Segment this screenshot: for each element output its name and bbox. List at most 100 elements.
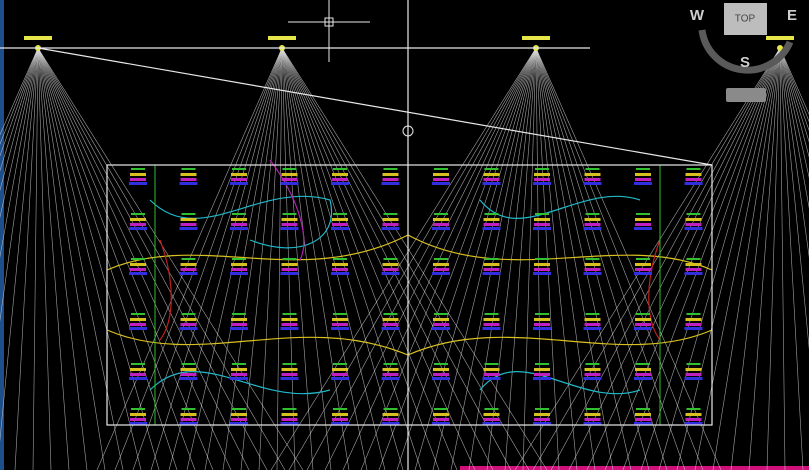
ray — [779, 47, 804, 470]
label-magenta — [534, 373, 550, 376]
ray — [0, 47, 39, 192]
ray — [0, 47, 39, 136]
label-yellow — [130, 318, 146, 321]
label-magenta — [180, 373, 197, 376]
label-blue — [634, 422, 652, 425]
label-green — [636, 363, 650, 365]
label-yellow — [231, 413, 247, 416]
contour — [479, 371, 641, 395]
label-yellow — [130, 413, 146, 416]
label-magenta — [180, 323, 197, 326]
contour — [159, 239, 172, 341]
label-magenta — [483, 178, 500, 181]
label-green — [434, 313, 448, 315]
calc-grid — [106, 159, 713, 425]
label-yellow — [584, 413, 601, 416]
ray — [114, 47, 283, 470]
label-blue — [129, 272, 147, 275]
label-magenta — [180, 418, 197, 421]
label-blue — [432, 272, 450, 275]
label-magenta — [534, 178, 550, 181]
label-magenta — [635, 418, 651, 421]
ray — [281, 47, 548, 470]
label-magenta — [433, 373, 449, 376]
label-blue — [331, 272, 349, 275]
label-yellow — [433, 263, 449, 266]
label-magenta — [483, 223, 500, 226]
label-blue — [331, 227, 349, 230]
label-green — [333, 363, 347, 365]
label-green — [282, 258, 297, 260]
label-green — [131, 408, 145, 410]
label-blue — [280, 377, 299, 380]
label-green — [434, 168, 448, 170]
ray — [535, 47, 632, 470]
label-green — [181, 363, 196, 365]
label-yellow — [382, 318, 399, 321]
label-magenta — [685, 223, 702, 226]
label-magenta — [433, 178, 449, 181]
diagonal-line — [37, 47, 713, 166]
label-yellow — [534, 318, 550, 321]
label-yellow — [635, 318, 651, 321]
ray — [222, 47, 283, 470]
label-magenta — [685, 268, 702, 271]
ray — [37, 47, 142, 470]
label-blue — [432, 422, 450, 425]
label-blue — [533, 327, 551, 330]
label-magenta — [332, 268, 348, 271]
label-magenta — [382, 373, 399, 376]
label-magenta — [685, 418, 702, 421]
label-magenta — [685, 178, 702, 181]
label-blue — [533, 272, 551, 275]
label-green — [636, 313, 650, 315]
label-yellow — [231, 368, 247, 371]
pole — [522, 36, 550, 40]
label-magenta — [231, 323, 247, 326]
ray — [37, 47, 124, 470]
label-magenta — [332, 323, 348, 326]
label-blue — [179, 272, 198, 275]
label-blue — [331, 327, 349, 330]
label-green — [686, 258, 701, 260]
ray — [0, 47, 39, 219]
label-green — [535, 408, 549, 410]
view-cube[interactable] — [724, 3, 767, 35]
label-yellow — [433, 173, 449, 176]
label-blue — [331, 377, 349, 380]
ray — [779, 47, 809, 132]
ray — [694, 47, 781, 470]
label-blue — [634, 327, 652, 330]
label-magenta — [180, 268, 197, 271]
label-yellow — [584, 368, 601, 371]
label-green — [585, 313, 600, 315]
ray — [281, 47, 422, 470]
label-yellow — [584, 263, 601, 266]
ray — [535, 47, 704, 470]
label-yellow — [281, 318, 298, 321]
label-yellow — [130, 263, 146, 266]
ucs-button[interactable] — [726, 88, 766, 102]
ray — [37, 47, 286, 470]
ray — [779, 47, 786, 470]
label-magenta — [584, 418, 601, 421]
label-yellow — [584, 318, 601, 321]
ray — [712, 47, 781, 470]
label-green — [232, 313, 246, 315]
label-yellow — [635, 218, 651, 221]
label-yellow — [332, 218, 348, 221]
label-green — [232, 363, 246, 365]
ray — [150, 47, 283, 470]
label-yellow — [483, 218, 500, 221]
label-blue — [129, 182, 147, 185]
label-blue — [482, 272, 501, 275]
label-green — [585, 168, 600, 170]
label-blue — [230, 327, 248, 330]
ray — [535, 47, 668, 470]
label-magenta — [231, 223, 247, 226]
label-magenta — [534, 323, 550, 326]
label-magenta — [382, 223, 399, 226]
label-green — [585, 408, 600, 410]
label-magenta — [281, 223, 298, 226]
